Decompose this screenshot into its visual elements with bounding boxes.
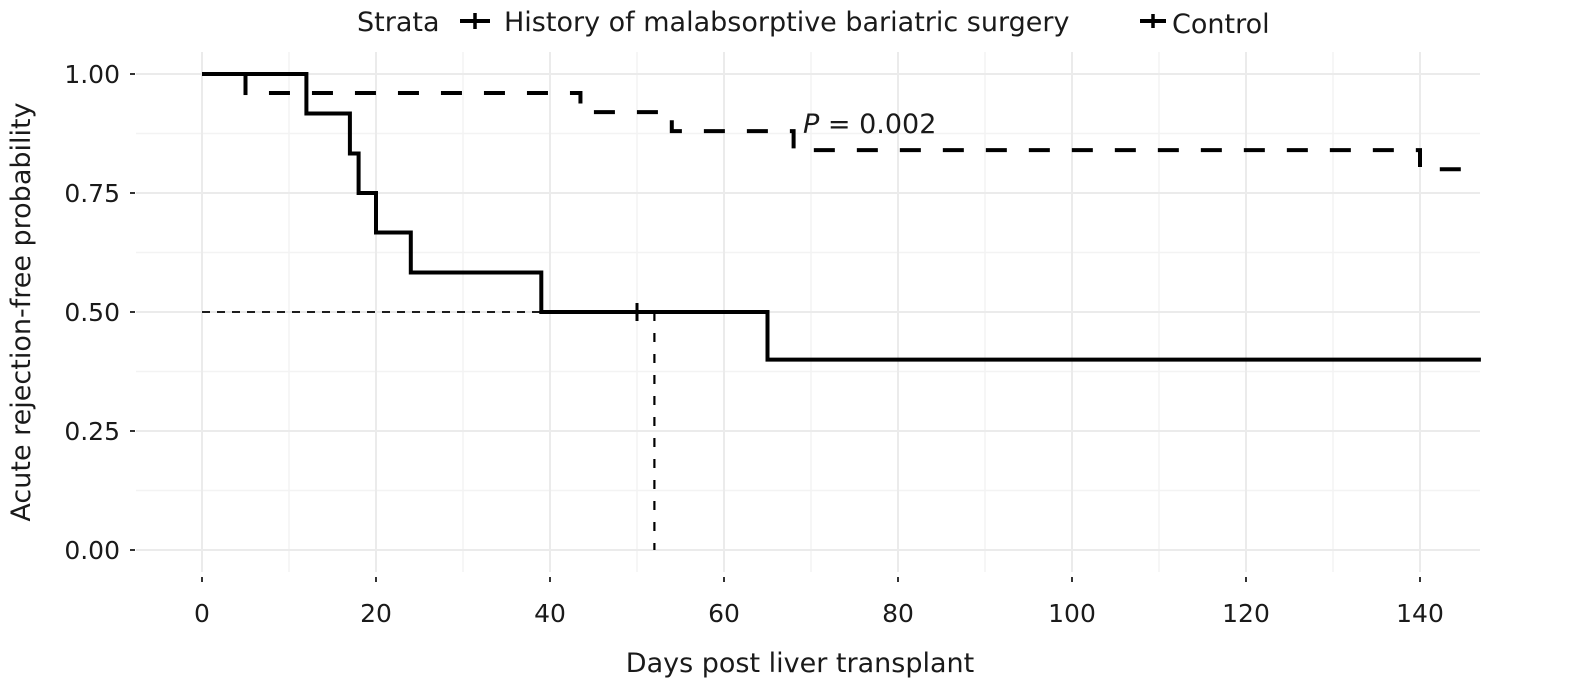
legend-key-control [1140,14,1166,28]
p-value-label: P [803,109,820,140]
x-tick-label: 40 [534,599,566,628]
legend-key-bariatric [460,13,490,29]
p-value-text: = 0.002 [819,109,936,140]
legend-label-bariatric: History of malabsorptive bariatric surge… [504,7,1069,38]
y-tick-label: 0.50 [64,298,120,327]
x-axis-title: Days post liver transplant [626,648,974,679]
survival-curve-bariatric [202,72,1481,362]
x-tick-label: 20 [360,599,392,628]
x-tick-label: 80 [882,599,914,628]
y-axis-title: Acute rejection-free probability [6,102,37,521]
x-tick-label: 140 [1396,599,1444,628]
p-value-annotation: P = 0.002 [803,109,936,140]
x-tick-label: 60 [708,599,740,628]
y-tick-label: 0.00 [64,536,120,565]
legend: Strata History of malabsorptive bariatri… [357,7,1270,40]
survival-curves [202,72,1481,362]
legend-label-control: Control [1172,9,1270,40]
axes: 0 20 40 60 80 100 120 140 0.00 0.25 0.50 0.75 1.00 [64,60,1444,628]
x-tick-label: 100 [1048,599,1096,628]
x-tick-label: 120 [1222,599,1270,628]
y-tick-label: 1.00 [64,60,120,89]
y-tick-label: 0.75 [64,179,120,208]
y-tick-label: 0.25 [64,417,120,446]
x-tick-label: 0 [194,599,210,628]
legend-title: Strata [357,7,440,38]
